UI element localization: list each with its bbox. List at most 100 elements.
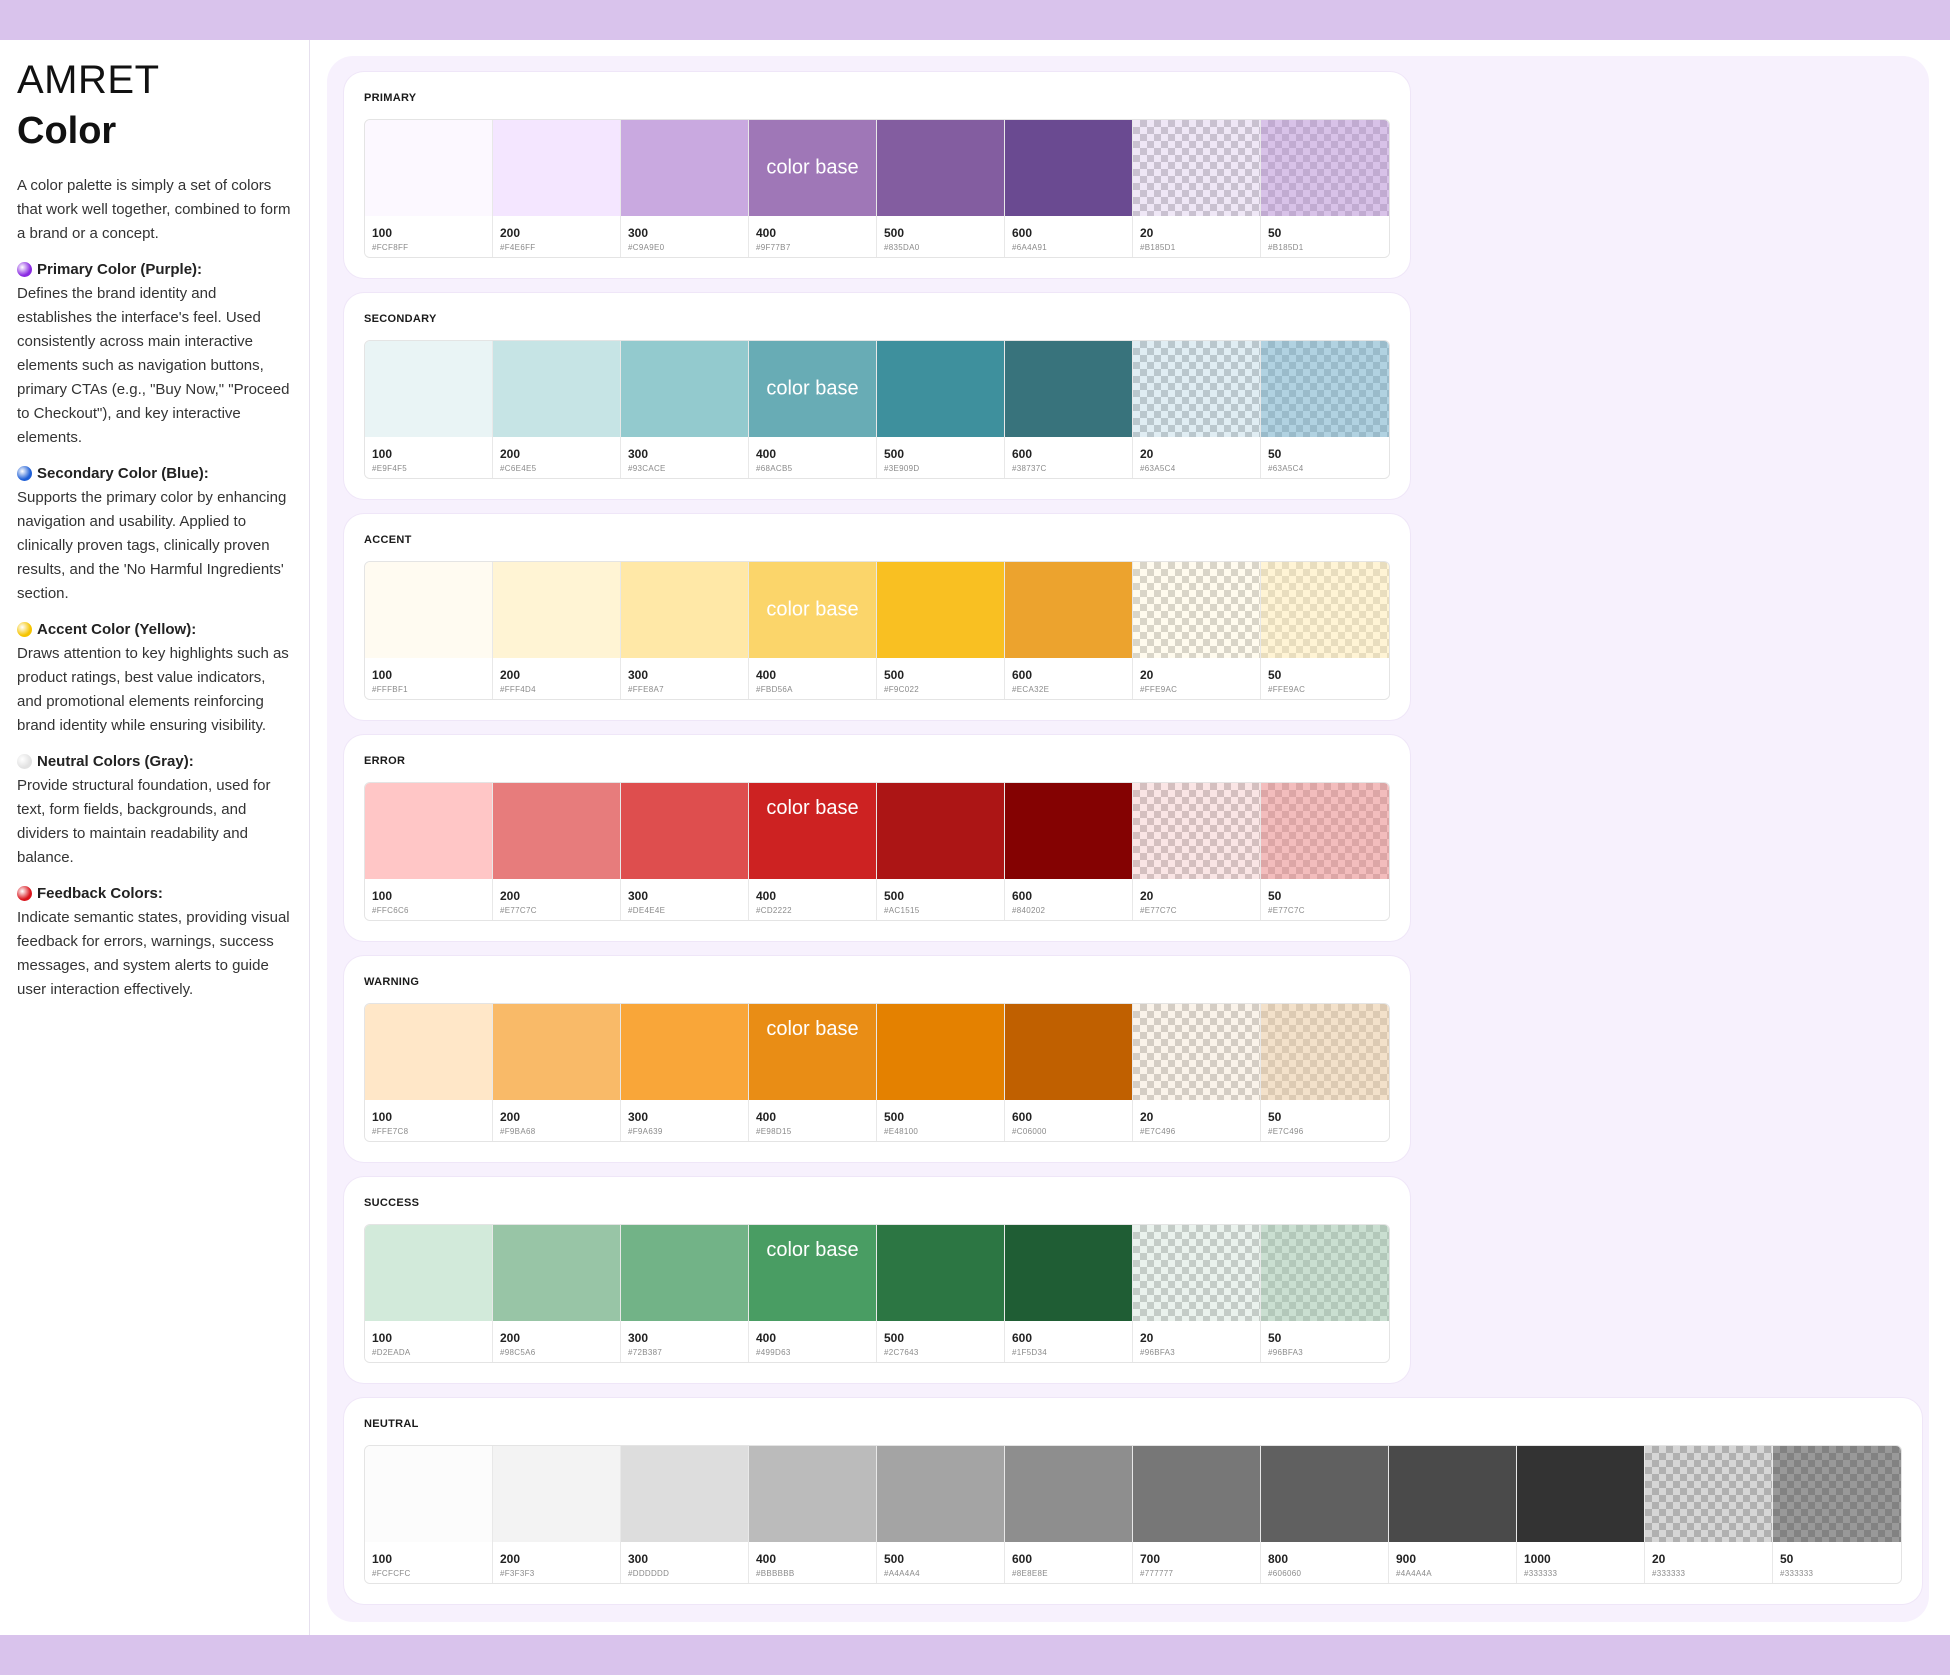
swatch-400[interactable]: 400 #BBBBBB xyxy=(749,1446,877,1583)
swatch-50[interactable]: 50 #63A5C4 xyxy=(1261,341,1389,478)
swatch-meta: 400 #CD2222 xyxy=(749,879,876,920)
swatch-100[interactable]: 100 #D2EADA xyxy=(365,1225,493,1362)
swatch-100[interactable]: 100 #FFC6C6 xyxy=(365,783,493,920)
swatch-600[interactable]: 600 #C06000 xyxy=(1005,1004,1133,1141)
swatch-300[interactable]: 300 #DE4E4E xyxy=(621,783,749,920)
swatch-200[interactable]: 200 #98C5A6 xyxy=(493,1225,621,1362)
swatch-600[interactable]: 600 #6A4A91 xyxy=(1005,120,1133,257)
swatch-hex: #A4A4A4 xyxy=(884,1569,920,1578)
swatch-50[interactable]: 50 #FFE9AC xyxy=(1261,562,1389,699)
swatch-500[interactable]: 500 #3E909D xyxy=(877,341,1005,478)
swatch-50[interactable]: 50 #96BFA3 xyxy=(1261,1225,1389,1362)
swatch-200[interactable]: 200 #C6E4E5 xyxy=(493,341,621,478)
swatch-500[interactable]: 500 #835DA0 xyxy=(877,120,1005,257)
swatch-hex: #72B387 xyxy=(628,1348,663,1357)
swatch-hex: #FCF8FF xyxy=(372,243,409,252)
swatch-400[interactable]: color base 400 #FBD56A xyxy=(749,562,877,699)
swatch-meta: 20 #FFE9AC xyxy=(1133,658,1260,699)
swatch-300[interactable]: 300 #DDDDDD xyxy=(621,1446,749,1583)
swatch-500[interactable]: 500 #E48100 xyxy=(877,1004,1005,1141)
swatch-100[interactable]: 100 #E9F4F5 xyxy=(365,341,493,478)
swatch-hex: #FFF4D4 xyxy=(500,685,536,694)
swatch-50[interactable]: 50 #E77C7C xyxy=(1261,783,1389,920)
swatch-400[interactable]: color base 400 #9F77B7 xyxy=(749,120,877,257)
swatch-meta: 600 #C06000 xyxy=(1005,1100,1132,1141)
swatch-300[interactable]: 300 #72B387 xyxy=(621,1225,749,1362)
swatch-meta: 200 #E77C7C xyxy=(493,879,620,920)
palette-strip: 100 #FCF8FF 200 #F4E6FF 300 #C9A9E0 color base… xyxy=(364,119,1390,258)
swatch-100[interactable]: 100 #FCFCFC xyxy=(365,1446,493,1583)
swatch-600[interactable]: 600 #38737C xyxy=(1005,341,1133,478)
swatch-meta: 300 #72B387 xyxy=(621,1321,748,1362)
swatch-step: 200 xyxy=(500,1552,521,1566)
swatch-step: 900 xyxy=(1396,1552,1417,1566)
swatch-600[interactable]: 600 #ECA32E xyxy=(1005,562,1133,699)
swatch-400[interactable]: color base 400 #E98D15 xyxy=(749,1004,877,1141)
swatch-300[interactable]: 300 #FFE8A7 xyxy=(621,562,749,699)
swatch-20[interactable]: 20 #E77C7C xyxy=(1133,783,1261,920)
swatch-color: color base xyxy=(749,1225,876,1321)
swatch-500[interactable]: 500 #2C7643 xyxy=(877,1225,1005,1362)
swatch-300[interactable]: 300 #93CACE xyxy=(621,341,749,478)
swatch-20[interactable]: 20 #96BFA3 xyxy=(1133,1225,1261,1362)
swatch-900[interactable]: 900 #4A4A4A xyxy=(1389,1446,1517,1583)
swatch-20[interactable]: 20 #63A5C4 xyxy=(1133,341,1261,478)
swatch-hex: #E9F4F5 xyxy=(372,464,408,473)
swatch-step: 50 xyxy=(1268,226,1282,240)
swatch-50[interactable]: 50 #B185D1 xyxy=(1261,120,1389,257)
swatch-100[interactable]: 100 #FCF8FF xyxy=(365,120,493,257)
swatch-color xyxy=(365,562,492,658)
swatch-400[interactable]: color base 400 #68ACB5 xyxy=(749,341,877,478)
bottom-banner xyxy=(0,1635,1950,1675)
swatch-200[interactable]: 200 #F3F3F3 xyxy=(493,1446,621,1583)
swatch-hex: #38737C xyxy=(1012,464,1047,473)
swatch-300[interactable]: 300 #F9A639 xyxy=(621,1004,749,1141)
swatch-200[interactable]: 200 #F4E6FF xyxy=(493,120,621,257)
swatch-meta: 100 #FCF8FF xyxy=(365,216,492,257)
swatch-600[interactable]: 600 #840202 xyxy=(1005,783,1133,920)
brand-logo: AMRET xyxy=(17,58,160,102)
description-section: Primary Color (Purple): Defines the brand… xyxy=(17,258,293,450)
swatch-meta: 400 #BBBBBB xyxy=(749,1542,876,1583)
swatch-400[interactable]: color base 400 #CD2222 xyxy=(749,783,877,920)
palette-strip: 100 #FCFCFC 200 #F3F3F3 300 #DDDDDD 400 #BBBBBB… xyxy=(364,1445,1902,1584)
palette-label: PRIMARY xyxy=(364,92,417,104)
description-section: Secondary Color (Blue): Supports the prim… xyxy=(17,462,293,606)
swatch-color xyxy=(749,1446,876,1542)
swatch-hex: #E98D15 xyxy=(756,1127,792,1136)
swatch-500[interactable]: 500 #AC1515 xyxy=(877,783,1005,920)
swatch-meta: 500 #A4A4A4 xyxy=(877,1542,1004,1583)
swatch-200[interactable]: 200 #F9BA68 xyxy=(493,1004,621,1141)
swatch-20[interactable]: 20 #E7C496 xyxy=(1133,1004,1261,1141)
swatch-100[interactable]: 100 #FFE7C8 xyxy=(365,1004,493,1141)
swatch-hex: #835DA0 xyxy=(884,243,920,252)
swatch-step: 300 xyxy=(628,1331,649,1345)
swatch-50[interactable]: 50 #E7C496 xyxy=(1261,1004,1389,1141)
swatch-300[interactable]: 300 #C9A9E0 xyxy=(621,120,749,257)
swatch-200[interactable]: 200 #E77C7C xyxy=(493,783,621,920)
swatch-hex: #CD2222 xyxy=(756,906,792,915)
swatch-1000[interactable]: 1000 #333333 xyxy=(1517,1446,1645,1583)
swatch-400[interactable]: color base 400 #499D63 xyxy=(749,1225,877,1362)
description-heading-text: Secondary Color (Blue): xyxy=(37,464,209,482)
swatch-hex: #B185D1 xyxy=(1268,243,1304,252)
swatch-step: 500 xyxy=(884,1552,905,1566)
swatch-20[interactable]: 20 #FFE9AC xyxy=(1133,562,1261,699)
description-heading-text: Accent Color (Yellow): xyxy=(37,620,197,638)
swatch-800[interactable]: 800 #606060 xyxy=(1261,1446,1389,1583)
swatch-20[interactable]: 20 #B185D1 xyxy=(1133,120,1261,257)
swatch-600[interactable]: 600 #8E8E8E xyxy=(1005,1446,1133,1583)
swatch-50[interactable]: 50 #333333 xyxy=(1773,1446,1901,1583)
swatch-600[interactable]: 600 #1F5D34 xyxy=(1005,1225,1133,1362)
swatch-500[interactable]: 500 #F9C022 xyxy=(877,562,1005,699)
swatch-meta: 100 #D2EADA xyxy=(365,1321,492,1362)
palette-strip: 100 #FFFBF1 200 #FFF4D4 300 #FFE8A7 color base… xyxy=(364,561,1390,700)
swatch-meta: 300 #93CACE xyxy=(621,437,748,478)
swatch-100[interactable]: 100 #FFFBF1 xyxy=(365,562,493,699)
swatch-20[interactable]: 20 #333333 xyxy=(1645,1446,1773,1583)
description-heading-text: Primary Color (Purple): xyxy=(37,260,203,278)
swatch-200[interactable]: 200 #FFF4D4 xyxy=(493,562,621,699)
intro-text: A color palette is simply a set of color… xyxy=(17,176,291,242)
swatch-500[interactable]: 500 #A4A4A4 xyxy=(877,1446,1005,1583)
swatch-700[interactable]: 700 #777777 xyxy=(1133,1446,1261,1583)
